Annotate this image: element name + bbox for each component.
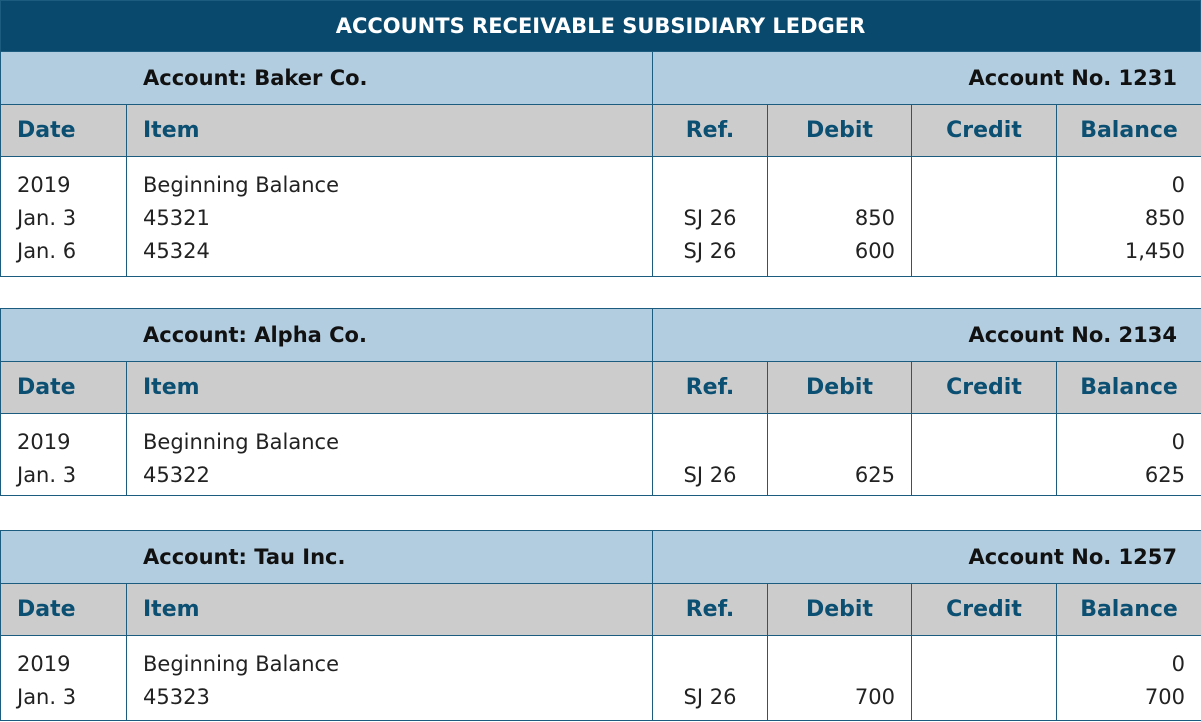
cell-credit	[928, 235, 1040, 268]
cell-balance: 625	[1144, 463, 1186, 487]
cell-debit: 850	[854, 206, 895, 230]
ledger-table: Account: Tau Inc. Account No. 1257 Date It…	[0, 530, 1201, 721]
column-header-debit: Debit	[767, 104, 912, 157]
column-balance: 0 625	[1055, 413, 1201, 496]
cell-balance: 0	[1171, 430, 1186, 454]
column-header-item: Item	[126, 361, 653, 414]
ledger-body: 2019 Jan. 3 Beginning Balance 45323 SJ 26 700…	[0, 635, 1201, 721]
account-name: Account: Alpha Co.	[0, 308, 653, 362]
ledger-table: Account: Alpha Co. Account No. 2134 Date I…	[0, 308, 1201, 496]
column-header-date: Date	[0, 361, 127, 414]
account-row: Account: Tau Inc. Account No. 1257	[0, 530, 1201, 584]
cell-credit	[928, 459, 1040, 492]
column-credit	[911, 413, 1057, 496]
cell-item: 45323	[143, 685, 210, 709]
column-header-date: Date	[0, 104, 127, 157]
column-debit: 625	[767, 413, 912, 496]
column-ref: SJ 26	[652, 413, 768, 496]
column-date: 2019 Jan. 3	[0, 635, 127, 721]
column-header-row: Date Item Ref. Debit Credit Balance	[0, 583, 1201, 636]
cell-ref	[669, 648, 751, 681]
cell-balance: 0	[1171, 173, 1186, 197]
cell-credit	[928, 681, 1040, 714]
column-header-credit: Credit	[911, 583, 1057, 636]
account-number: Account No. 2134	[651, 308, 1201, 362]
column-ref: SJ 26	[652, 635, 768, 721]
account-row: Account: Alpha Co. Account No. 2134	[0, 308, 1201, 362]
column-header-date: Date	[0, 583, 127, 636]
column-header-debit: Debit	[767, 361, 912, 414]
column-balance: 0 850 1,450	[1055, 156, 1201, 277]
cell-item: 45321	[143, 206, 210, 230]
cell-debit	[784, 426, 895, 459]
column-header-row: Date Item Ref. Debit Credit Balance	[0, 361, 1201, 414]
column-item: Beginning Balance 45321 45324	[126, 156, 653, 277]
cell-balance: 0	[1171, 652, 1186, 676]
cell-debit: 600	[854, 239, 895, 263]
cell-date: Jan. 6	[17, 239, 77, 263]
cell-debit: 625	[854, 463, 895, 487]
cell-ref: SJ 26	[683, 239, 737, 263]
cell-item: 45322	[143, 463, 210, 487]
account-number: Account No. 1257	[651, 530, 1201, 584]
column-debit: 700	[767, 635, 912, 721]
column-header-balance: Balance	[1055, 361, 1201, 414]
cell-date: 2019	[17, 652, 71, 676]
cell-date: Jan. 3	[17, 206, 77, 230]
column-header-credit: Credit	[911, 361, 1057, 414]
column-date: 2019 Jan. 3 Jan. 6	[0, 156, 127, 277]
column-header-ref: Ref.	[652, 361, 768, 414]
cell-date: 2019	[17, 430, 71, 454]
column-header-item: Item	[126, 583, 653, 636]
cell-balance: 850	[1144, 206, 1186, 230]
column-item: Beginning Balance 45322	[126, 413, 653, 496]
cell-item: Beginning Balance	[143, 173, 340, 197]
cell-credit	[928, 426, 1040, 459]
cell-balance: 1,450	[1124, 239, 1186, 263]
cell-item: Beginning Balance	[143, 652, 340, 676]
column-debit: 850 600	[767, 156, 912, 277]
account-name: Account: Tau Inc.	[0, 530, 653, 584]
column-date: 2019 Jan. 3	[0, 413, 127, 496]
column-header-ref: Ref.	[652, 583, 768, 636]
cell-date: Jan. 3	[17, 685, 77, 709]
column-credit	[911, 635, 1057, 721]
column-header-ref: Ref.	[652, 104, 768, 157]
cell-ref	[669, 426, 751, 459]
column-header-balance: Balance	[1055, 583, 1201, 636]
cell-item: Beginning Balance	[143, 430, 340, 454]
cell-balance: 700	[1144, 685, 1186, 709]
column-header-balance: Balance	[1055, 104, 1201, 157]
column-header-credit: Credit	[911, 104, 1057, 157]
account-number: Account No. 1231	[651, 51, 1201, 105]
ledger-table: Account: Baker Co. Account No. 1231 Date I…	[0, 51, 1201, 277]
cell-item: 45324	[143, 239, 210, 263]
column-balance: 0 700	[1055, 635, 1201, 721]
account-name: Account: Baker Co.	[0, 51, 653, 105]
column-credit	[911, 156, 1057, 277]
cell-date: 2019	[17, 173, 71, 197]
column-ref: SJ 26 SJ 26	[652, 156, 768, 277]
ledger-title: ACCOUNTS RECEIVABLE SUBSIDIARY LEDGER	[0, 0, 1201, 52]
ledger-body: 2019 Jan. 3 Jan. 6 Beginning Balance 45321 45…	[0, 156, 1201, 277]
cell-ref: SJ 26	[683, 685, 737, 709]
cell-credit	[928, 169, 1040, 202]
cell-ref	[669, 169, 751, 202]
column-item: Beginning Balance 45323	[126, 635, 653, 721]
cell-debit: 700	[854, 685, 895, 709]
cell-credit	[928, 202, 1040, 235]
cell-ref: SJ 26	[683, 463, 737, 487]
column-header-row: Date Item Ref. Debit Credit Balance	[0, 104, 1201, 157]
cell-credit	[928, 648, 1040, 681]
cell-ref: SJ 26	[683, 206, 737, 230]
cell-debit	[784, 169, 895, 202]
account-row: Account: Baker Co. Account No. 1231	[0, 51, 1201, 105]
cell-debit	[784, 648, 895, 681]
ledger-body: 2019 Jan. 3 Beginning Balance 45322 SJ 26 625…	[0, 413, 1201, 496]
column-header-item: Item	[126, 104, 653, 157]
column-header-debit: Debit	[767, 583, 912, 636]
cell-date: Jan. 3	[17, 463, 77, 487]
